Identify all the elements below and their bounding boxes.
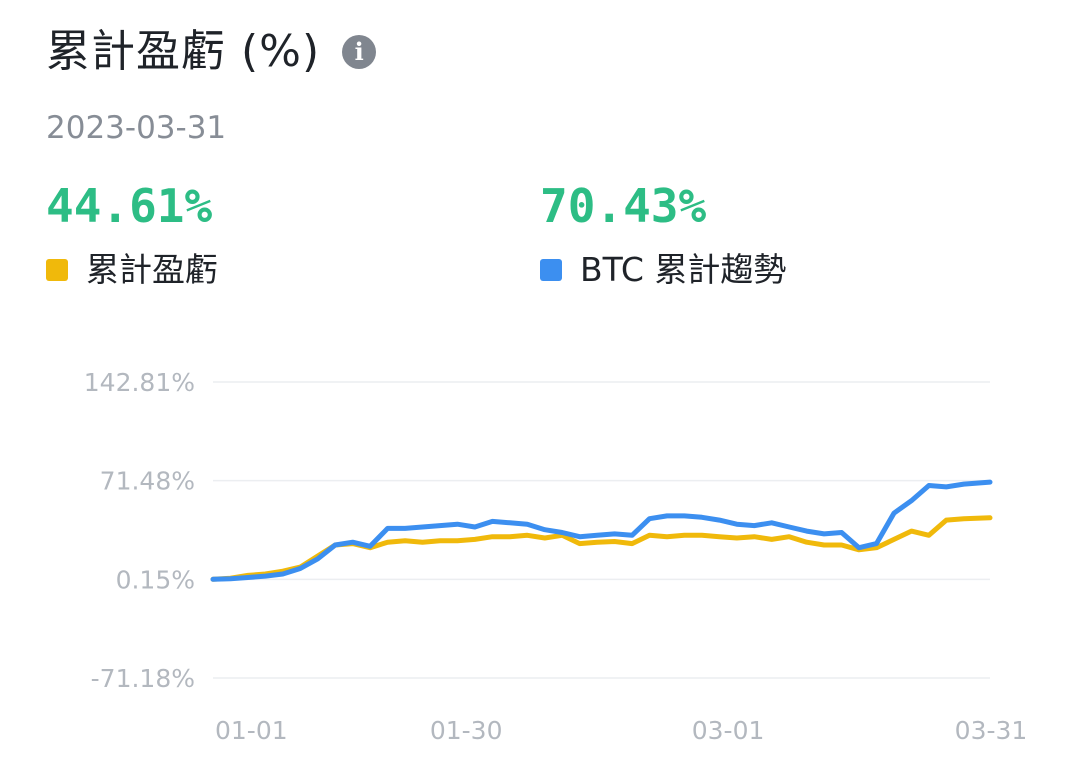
legend-item-btc: BTC 累計趨勢 (540, 250, 786, 290)
y-tick-label: 142.81% (84, 368, 195, 397)
legend-swatch (540, 259, 562, 281)
x-tick-label: 03-01 (692, 716, 765, 745)
x-tick-label: 01-30 (430, 716, 503, 745)
header: 累計盈虧 (%) i (46, 22, 377, 82)
y-tick-label: -71.18% (91, 664, 195, 693)
legend-label: BTC 累計趨勢 (580, 250, 787, 289)
stat-cumulative-pnl: 44.61% 累計盈虧 (46, 176, 218, 290)
info-icon[interactable]: i (342, 35, 377, 69)
series-line-btc (210, 479, 993, 582)
legend-label: 累計盈虧 (86, 250, 218, 289)
legend-swatch (46, 259, 68, 281)
legend-item-pnl: 累計盈虧 (46, 250, 218, 290)
stat-value: 44.61% (46, 179, 213, 233)
date-label: 2023-03-31 (46, 110, 227, 146)
x-tick-label: 03-31 (955, 716, 1028, 745)
y-tick-label: 71.48% (100, 467, 195, 496)
x-tick-label: 01-01 (215, 716, 288, 745)
stat-value: 70.43% (540, 179, 707, 233)
page-title: 累計盈虧 (%) (46, 26, 321, 77)
y-tick-label: 0.15% (116, 565, 195, 594)
line-chart: 142.81% 71.48% 0.15% -71.18% 01-01 01-30 03-01… (84, 368, 1028, 745)
stat-btc-trend: 70.43% BTC 累計趨勢 (540, 176, 786, 290)
